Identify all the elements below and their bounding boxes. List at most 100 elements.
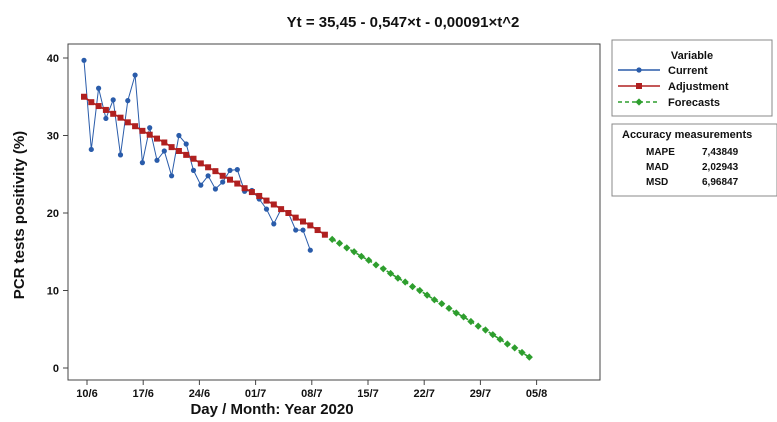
data-point <box>328 235 336 243</box>
accuracy-label: MAD <box>646 162 669 173</box>
series-current <box>81 57 313 253</box>
data-point <box>117 114 124 121</box>
data-point <box>96 85 102 91</box>
data-point <box>408 283 417 291</box>
accuracy-frame <box>611 123 777 197</box>
data-point <box>292 214 299 221</box>
legend-title: Variable <box>671 50 713 62</box>
series-line-forecasts <box>331 238 530 358</box>
data-point <box>423 291 431 299</box>
y-axis-label: PCR tests positivity (%) <box>11 131 28 299</box>
data-point <box>161 139 168 146</box>
accuracy-box: Accuracy measurements MAPE 7,43849 MAD 2,02… <box>611 123 777 197</box>
data-point <box>343 244 351 252</box>
data-point <box>467 317 475 326</box>
plot-frame <box>67 43 601 381</box>
x-tick-label: 01/7 <box>245 388 266 400</box>
data-point <box>168 144 175 151</box>
y-tick-label: 0 <box>53 363 59 375</box>
data-point <box>321 231 328 238</box>
data-point <box>271 221 277 227</box>
data-point <box>474 322 482 330</box>
data-point <box>227 167 233 173</box>
data-point <box>241 185 248 192</box>
data-point <box>147 125 153 131</box>
data-point <box>197 160 204 167</box>
legend-marker <box>635 98 643 106</box>
data-point <box>212 186 218 192</box>
data-point <box>307 222 314 229</box>
legend: Variable Current Adjustment Forecasts <box>611 39 773 117</box>
data-point <box>460 313 468 321</box>
data-point <box>307 247 313 253</box>
x-tick-label: 10/6 <box>76 388 97 400</box>
data-point <box>372 261 380 269</box>
data-point <box>81 57 87 63</box>
data-point <box>190 167 197 173</box>
data-point <box>401 278 409 286</box>
y-tick-label: 30 <box>47 131 59 143</box>
data-point <box>95 103 102 110</box>
data-point <box>154 157 160 163</box>
x-tick-label: 15/7 <box>357 388 378 400</box>
data-point <box>489 331 497 339</box>
data-point <box>300 218 306 225</box>
data-point <box>154 135 160 142</box>
accuracy-title: Accuracy measurements <box>622 129 752 141</box>
x-tick-label: 29/7 <box>470 388 491 400</box>
data-point <box>88 146 94 153</box>
data-point <box>124 119 131 126</box>
data-point <box>263 206 270 212</box>
accuracy-label: MAPE <box>646 147 675 158</box>
data-point <box>175 148 182 154</box>
data-point <box>125 98 131 104</box>
accuracy-value: 7,43849 <box>702 147 739 158</box>
data-point <box>285 210 292 216</box>
data-point <box>102 106 109 113</box>
data-point <box>183 141 189 147</box>
data-point <box>270 201 277 208</box>
data-point <box>234 180 241 187</box>
data-point <box>139 127 146 134</box>
data-point <box>183 151 190 158</box>
x-axis: 10/6 17/6 24/6 01/7 08/7 15/7 22/7 29/7 05/8 <box>76 380 547 400</box>
data-point <box>169 173 175 179</box>
data-point <box>139 160 145 166</box>
data-point <box>394 274 402 282</box>
data-point <box>117 152 124 158</box>
y-tick-label: 10 <box>47 286 59 298</box>
data-point <box>205 164 212 171</box>
series-forecasts <box>328 235 533 361</box>
x-tick-label: 08/7 <box>301 388 322 400</box>
data-point <box>300 227 306 233</box>
series-line-current <box>83 60 311 251</box>
chart-title: Yt = 35,45 - 0,547×t - 0,00091×t^2 <box>287 14 520 31</box>
accuracy-value: 2,02943 <box>702 162 739 173</box>
data-point <box>256 192 263 199</box>
data-point <box>350 248 358 256</box>
data-point <box>190 155 197 162</box>
data-point <box>88 99 95 106</box>
data-point <box>314 227 321 234</box>
series-line-adjustment <box>83 96 326 236</box>
x-tick-label: 17/6 <box>132 388 153 400</box>
x-tick-label: 22/7 <box>413 388 434 400</box>
data-point <box>525 353 533 361</box>
legend-entry: Forecasts <box>668 97 720 109</box>
data-point <box>146 131 153 138</box>
data-point <box>518 348 526 357</box>
data-point <box>387 269 395 278</box>
data-point <box>293 227 299 233</box>
y-tick-label: 20 <box>47 208 59 220</box>
x-axis-label: Day / Month: Year 2020 <box>190 401 353 418</box>
legend-entry: Current <box>668 65 708 77</box>
data-point <box>357 252 365 260</box>
data-point <box>511 344 519 352</box>
data-point <box>445 304 453 312</box>
data-point <box>452 309 460 317</box>
data-point <box>496 335 504 343</box>
data-point <box>278 206 285 213</box>
data-point <box>161 148 167 154</box>
legend-marker <box>636 67 642 73</box>
